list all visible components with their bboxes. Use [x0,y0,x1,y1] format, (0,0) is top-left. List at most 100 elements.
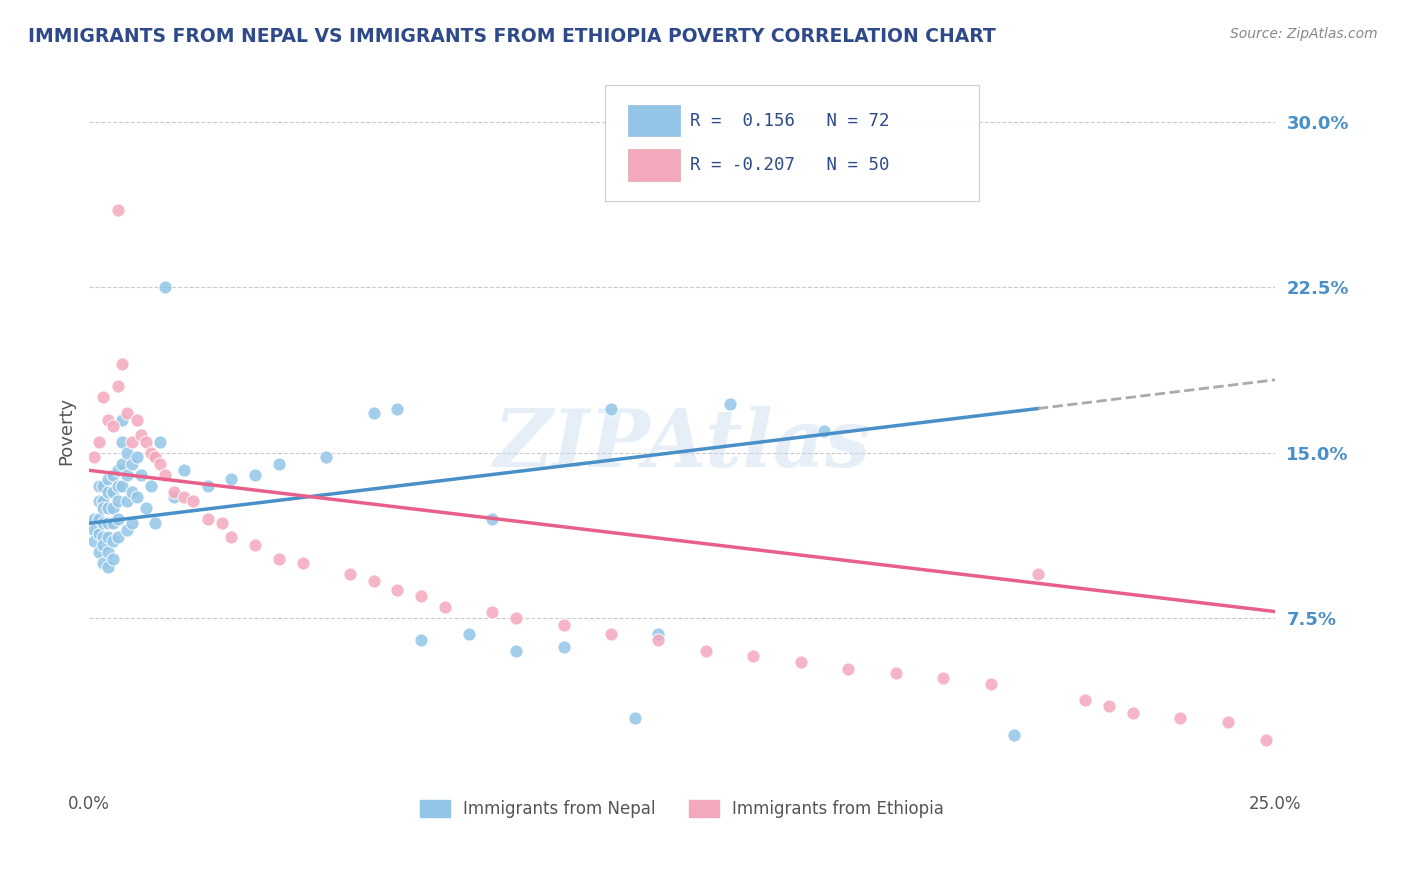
Text: R = -0.207   N = 50: R = -0.207 N = 50 [690,156,890,174]
Point [481,512,503,526]
Point [980,677,1002,691]
Point [107,479,129,493]
Point [125,450,148,464]
Point [932,671,955,685]
Point [101,516,124,531]
Y-axis label: Poverty: Poverty [58,397,75,465]
Point [129,467,152,482]
Point [101,419,124,434]
Point [145,450,167,464]
Point [121,516,143,531]
Point [91,556,114,570]
Point [197,512,219,526]
Point [135,500,157,515]
Point [83,450,105,464]
Point [115,467,138,482]
Text: ZIPAtlas: ZIPAtlas [494,406,870,483]
Point [1168,710,1191,724]
Point [87,434,110,449]
Point [87,512,110,526]
Point [1122,706,1144,720]
Point [83,512,105,526]
Point [87,545,110,559]
Point [221,529,243,543]
Point [91,500,114,515]
Point [115,445,138,459]
Point [121,485,143,500]
Point [115,523,138,537]
Point [121,434,143,449]
Point [163,485,186,500]
Point [91,529,114,543]
Point [149,457,172,471]
Point [695,644,717,658]
Point [107,463,129,477]
Point [267,457,290,471]
Point [101,500,124,515]
Point [97,545,120,559]
Point [183,494,205,508]
Point [139,479,162,493]
Point [623,710,645,724]
Point [129,428,152,442]
Point [387,582,409,597]
Point [97,560,120,574]
Point [97,516,120,531]
Point [742,648,765,663]
Legend: Immigrants from Nepal, Immigrants from Ethiopia: Immigrants from Nepal, Immigrants from E… [413,793,950,825]
Point [91,391,114,405]
Point [600,626,623,640]
Text: IMMIGRANTS FROM NEPAL VS IMMIGRANTS FROM ETHIOPIA POVERTY CORRELATION CHART: IMMIGRANTS FROM NEPAL VS IMMIGRANTS FROM… [28,27,995,45]
Point [87,494,110,508]
Point [221,472,243,486]
Point [145,516,167,531]
Point [97,472,120,486]
Point [243,538,266,552]
Point [91,494,114,508]
Point [97,500,120,515]
Point [91,538,114,552]
Point [139,445,162,459]
Point [149,434,172,449]
Point [101,467,124,482]
Point [101,485,124,500]
Point [837,662,859,676]
Point [813,424,835,438]
Point [197,479,219,493]
Point [718,397,741,411]
Point [107,512,129,526]
Point [101,533,124,548]
Point [111,434,134,449]
Point [111,357,134,371]
FancyBboxPatch shape [627,150,679,180]
Point [1074,693,1097,707]
Point [387,401,409,416]
Point [267,551,290,566]
Point [97,485,120,500]
Point [173,490,195,504]
Point [91,479,114,493]
Point [790,656,813,670]
Point [363,406,385,420]
Point [135,434,157,449]
Point [115,494,138,508]
Point [107,202,129,217]
Point [107,494,129,508]
Point [125,412,148,426]
Point [97,412,120,426]
Point [1216,714,1239,729]
Point [87,479,110,493]
Point [115,406,138,420]
Point [339,567,361,582]
Point [553,617,575,632]
Point [125,490,148,504]
Point [97,529,120,543]
Point [163,490,186,504]
Point [1254,732,1277,747]
Point [107,379,129,393]
Point [111,479,134,493]
Point [315,450,337,464]
FancyBboxPatch shape [627,105,679,136]
Point [647,633,669,648]
Point [173,463,195,477]
